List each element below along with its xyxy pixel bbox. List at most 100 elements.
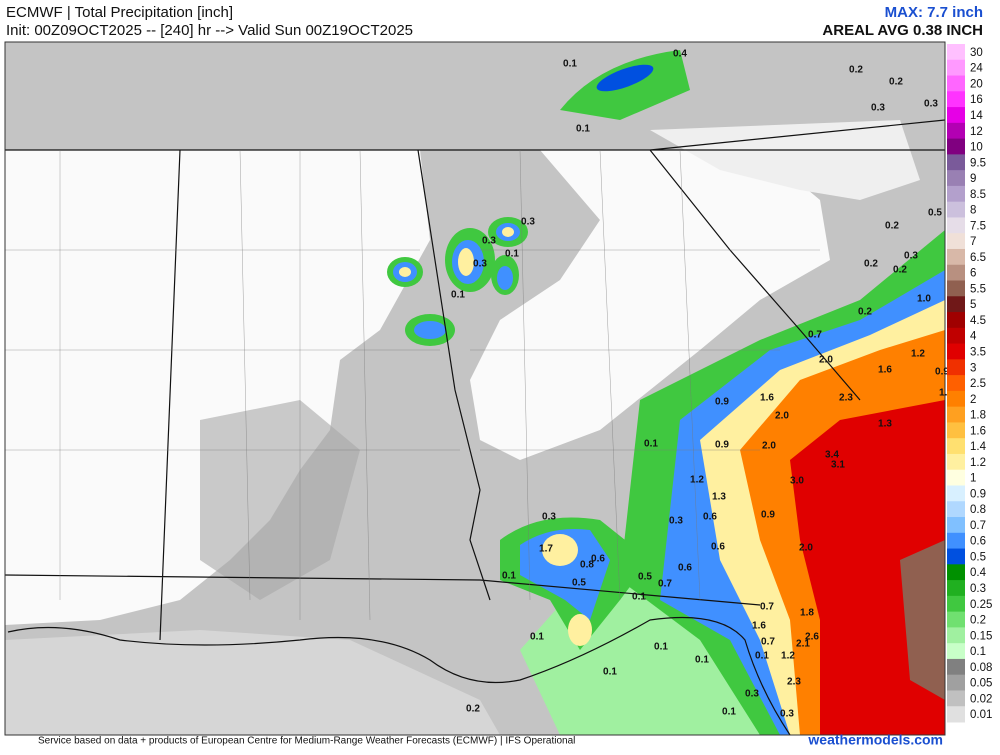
map-label: 0.1 <box>695 655 709 666</box>
colorbar-swatch <box>947 44 965 61</box>
colorbar-swatch <box>947 343 965 360</box>
map-label: 0.2 <box>885 221 899 232</box>
colorbar-swatch <box>947 690 965 707</box>
map-label: 0.3 <box>473 259 487 270</box>
colorbar-label: 9.5 <box>970 157 986 169</box>
map-label: 1.2 <box>781 651 795 662</box>
map: 0.1 0.4 0.2 0.2 0.3 0.3 0.1 0.5 0.2 0.3 0.3 0.3 0.1 0… <box>4 41 953 736</box>
colorbar-swatch <box>947 564 965 581</box>
colorbar-label: 0.1 <box>970 646 986 658</box>
colorbar-label: 8.5 <box>970 189 986 201</box>
colorbar-swatch <box>947 359 965 376</box>
map-label: 1.3 <box>878 419 892 430</box>
rain-area <box>542 534 578 566</box>
map-label: 0.1 <box>755 651 769 662</box>
map-label: 3.0 <box>790 476 804 487</box>
colorbar-label: 6.5 <box>970 252 986 264</box>
colorbar-label: 0.5 <box>970 551 986 563</box>
colorbar-swatch <box>947 532 965 550</box>
colorbar-swatch <box>947 201 965 218</box>
map-label: 2.0 <box>799 543 813 554</box>
map-label: 0.3 <box>780 709 794 720</box>
colorbar-swatch <box>947 91 965 108</box>
colorbar-label: 5.5 <box>970 283 986 295</box>
colorbar-swatch <box>947 674 965 691</box>
site[interactable]: weathermodels.com <box>807 732 943 748</box>
map-label: 0.7 <box>658 579 672 590</box>
colorbar-swatch <box>947 548 965 565</box>
colorbar-label: 24 <box>970 63 983 75</box>
map-label: 2.1 <box>796 639 810 650</box>
colorbar-label: 30 <box>970 47 983 59</box>
gulf-area <box>5 630 500 735</box>
colorbar-swatch <box>947 107 965 124</box>
map-label: 0.1 <box>502 571 516 582</box>
colorbar-swatch <box>947 59 965 77</box>
map-label: 2.0 <box>775 411 789 422</box>
map-label: 0.2 <box>466 704 480 715</box>
map-label: 2.6 <box>805 632 819 643</box>
colorbar-label: 0.6 <box>970 536 986 548</box>
colorbar-label: 2.5 <box>970 378 986 390</box>
colorbar-swatch <box>947 501 965 518</box>
map-label: 0.9 <box>715 397 729 408</box>
map-label: 0.3 <box>745 689 759 700</box>
rain-area <box>900 540 945 700</box>
map-label: 0.9 <box>715 440 729 451</box>
map-label: 0.1 <box>576 124 590 135</box>
colorbar-label: 0.02 <box>970 693 992 705</box>
map-label: 0.1 <box>530 632 544 643</box>
colorbar-swatch <box>947 264 965 282</box>
dry-area <box>470 150 830 460</box>
colorbar-swatch <box>947 154 965 171</box>
map-label: 3.4 <box>825 450 839 461</box>
state-border <box>5 119 945 641</box>
rain-cluster <box>399 227 514 277</box>
map-label: 0.1 <box>654 642 668 653</box>
max-value: MAX: 7.7 inch <box>885 4 983 21</box>
colorbar-swatch <box>947 580 965 597</box>
map-label: 1.3 <box>712 492 726 503</box>
map-label: 0.9 <box>761 510 775 521</box>
map-label: 1.7 <box>539 544 553 555</box>
colorbar-swatch <box>947 706 965 723</box>
colorbar-label: 0.01 <box>970 709 992 721</box>
colorbar-swatch <box>947 595 965 613</box>
colorbar-label: 3.5 <box>970 346 986 358</box>
map-label: 0.1 <box>632 592 646 603</box>
colorbar-label: 10 <box>970 142 983 154</box>
colorbar-swatch <box>947 438 965 455</box>
map-label: 1.6 <box>878 365 892 376</box>
colorbar-label: 0.3 <box>970 583 986 595</box>
map-label: 0.6 <box>678 563 692 574</box>
map-label: 0.3 <box>482 236 496 247</box>
colorbar-label: 5 <box>970 299 976 311</box>
colorbar-swatch <box>947 185 965 203</box>
colorbar-label: 0.15 <box>970 630 992 642</box>
colorbar-swatch <box>947 627 965 644</box>
map-label: 0.5 <box>928 208 942 219</box>
colorbar-label: 9 <box>970 173 976 185</box>
colorbar-swatch <box>947 138 965 155</box>
colorbar-label: 0.05 <box>970 678 992 690</box>
map-label: 0.3 <box>871 103 885 114</box>
colorbar-swatch <box>947 517 965 534</box>
map-frame <box>4 41 946 736</box>
map-label: 0.3 <box>521 217 535 228</box>
map-label: 0.6 <box>703 512 717 523</box>
colorbar-label: 7.5 <box>970 220 986 232</box>
colorbar-label: 12 <box>970 126 983 138</box>
map-label: 0.7 <box>760 602 774 613</box>
colorbar-swatch <box>947 233 965 250</box>
colorbar-swatch <box>947 422 965 439</box>
colorbar-label: 1 <box>970 473 976 485</box>
colorbar-swatch <box>947 248 965 266</box>
map-label: 1.2 <box>690 475 704 486</box>
colorbar-label: 1.4 <box>970 441 987 453</box>
map-label: 0.3 <box>542 512 556 523</box>
map-label: 0.7 <box>761 637 775 648</box>
map-label: 0.4 <box>673 49 687 60</box>
map-label: 2.3 <box>787 677 801 688</box>
init-line: Init: 00Z09OCT2025 -- [240] hr --> Valid… <box>6 22 413 39</box>
